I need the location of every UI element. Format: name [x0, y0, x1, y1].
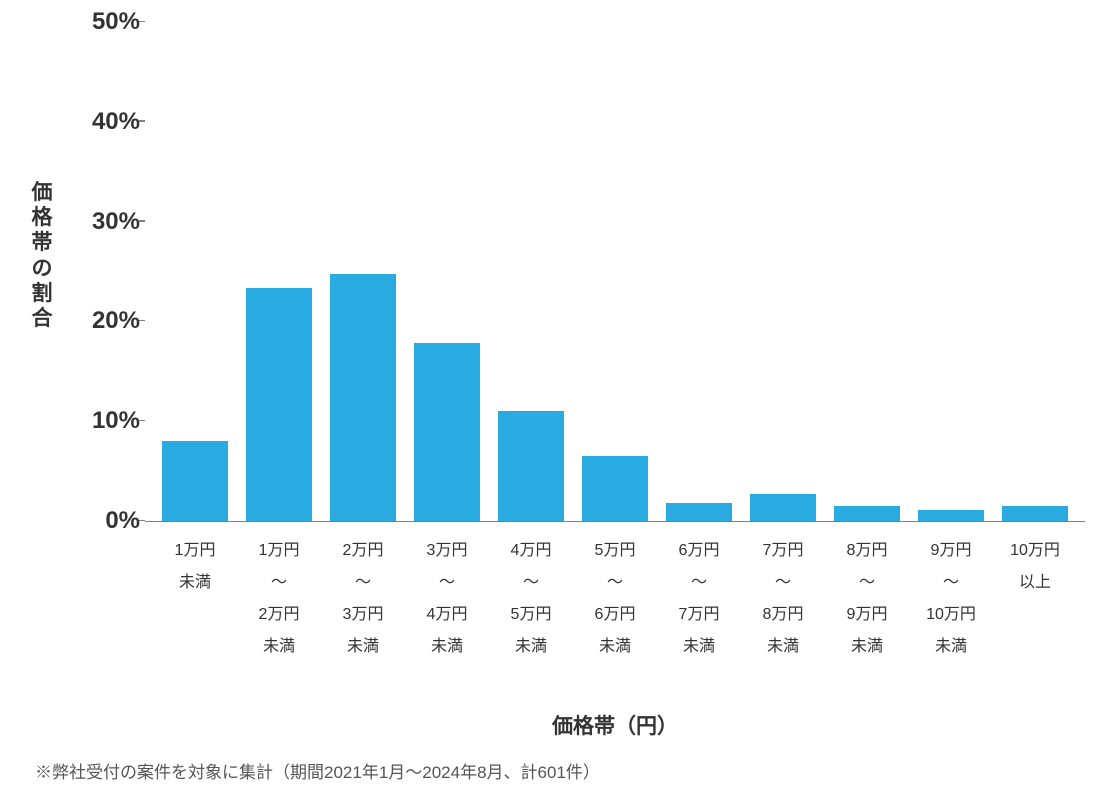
- x-tick-label: 8万円 〜 9万円 未満: [825, 535, 909, 663]
- y-tick-mark: [139, 220, 145, 222]
- bar: [162, 441, 228, 521]
- x-labels-group: 1万円 未満1万円 〜 2万円 未満2万円 〜 3万円 未満3万円 〜 4万円 …: [145, 535, 1085, 663]
- x-axis-title: 価格帯（円）: [145, 710, 1085, 740]
- y-tick-mark: [139, 420, 145, 422]
- bar: [666, 503, 732, 521]
- x-tick-label: 2万円 〜 3万円 未満: [321, 535, 405, 663]
- x-tick-label: 10万円 以上: [993, 535, 1077, 663]
- bar-slot: [657, 22, 741, 521]
- bar-slot: [909, 22, 993, 521]
- y-axis-label-text: 価格帯の割合: [30, 180, 54, 331]
- bar-slot: [489, 22, 573, 521]
- bar-slot: [741, 22, 825, 521]
- bar: [582, 456, 648, 521]
- x-tick-label: 5万円 〜 6万円 未満: [573, 535, 657, 663]
- bar: [918, 510, 984, 521]
- y-axis-label: 価格帯の割合: [30, 180, 54, 331]
- bar-slot: [405, 22, 489, 521]
- bar-slot: [237, 22, 321, 521]
- y-tick-mark: [139, 120, 145, 122]
- y-tick-label: 40%: [70, 108, 140, 136]
- y-tick-label: 50%: [70, 8, 140, 36]
- y-tick-label: 10%: [70, 407, 140, 435]
- bar: [750, 494, 816, 521]
- x-tick-label: 3万円 〜 4万円 未満: [405, 535, 489, 663]
- bar: [414, 343, 480, 521]
- bar-slot: [825, 22, 909, 521]
- bars-group: [145, 22, 1085, 521]
- y-tick-label: 20%: [70, 307, 140, 335]
- bar: [246, 288, 312, 521]
- bar: [330, 274, 396, 522]
- x-tick-label: 7万円 〜 8万円 未満: [741, 535, 825, 663]
- bar: [498, 411, 564, 521]
- x-tick-label: 4万円 〜 5万円 未満: [489, 535, 573, 663]
- footnote-text: ※弊社受付の案件を対象に集計（期間2021年1月〜2024年8月、計601件）: [35, 758, 600, 783]
- y-tick-label: 30%: [70, 208, 140, 236]
- bar: [834, 506, 900, 521]
- x-tick-label: 1万円 未満: [153, 535, 237, 663]
- x-tick-label: 6万円 〜 7万円 未満: [657, 535, 741, 663]
- bar-slot: [321, 22, 405, 521]
- y-tick-label: 0%: [70, 507, 140, 535]
- bar-slot: [573, 22, 657, 521]
- bar: [1002, 506, 1068, 521]
- chart-container: 価格帯の割合 0%10%20%30%40%50% 1万円 未満1万円 〜 2万円…: [30, 10, 1090, 750]
- bar-slot: [993, 22, 1077, 521]
- y-tick-mark: [139, 21, 145, 23]
- plot-area: 0%10%20%30%40%50%: [145, 22, 1085, 522]
- x-tick-label: 9万円 〜 10万円 未満: [909, 535, 993, 663]
- y-tick-mark: [139, 320, 145, 322]
- x-tick-label: 1万円 〜 2万円 未満: [237, 535, 321, 663]
- y-tick-mark: [139, 520, 145, 522]
- bar-slot: [153, 22, 237, 521]
